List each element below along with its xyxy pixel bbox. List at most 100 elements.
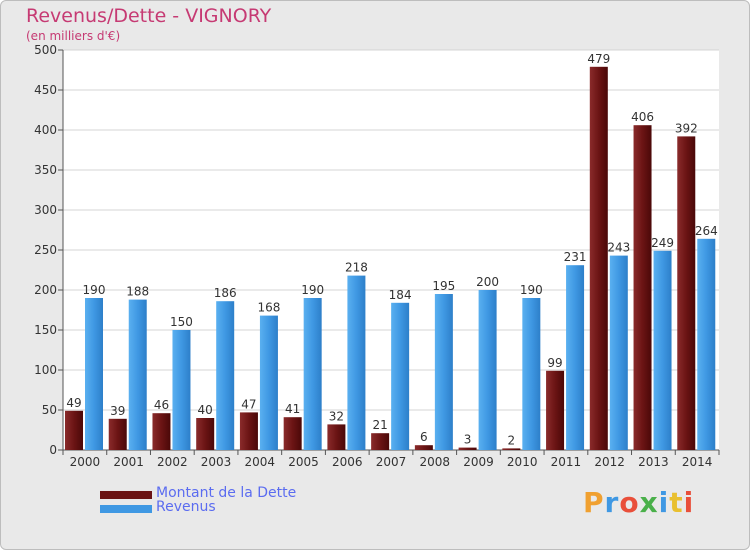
bar-dette — [502, 448, 521, 450]
y-tick-label: 100 — [34, 363, 57, 377]
data-label-revenus: 188 — [126, 285, 149, 299]
y-tick-label: 150 — [34, 323, 57, 337]
x-tick-label: 2006 — [332, 455, 363, 469]
bar-revenus — [259, 315, 278, 450]
chart-title: Revenus/Dette - VIGNORY — [26, 5, 272, 27]
data-label-dette: 41 — [285, 402, 300, 416]
gridlines — [63, 49, 719, 451]
data-label-revenus: 243 — [607, 241, 630, 255]
logo-letter: i — [683, 486, 695, 519]
bar-dette — [283, 417, 302, 450]
data-label-dette: 21 — [372, 418, 387, 432]
bar-dette — [65, 410, 83, 450]
y-tick-label: 350 — [34, 163, 57, 177]
bar-dette — [633, 125, 652, 450]
bar-dette — [589, 66, 608, 451]
bar-dette — [196, 418, 215, 450]
y-tick-label: 250 — [34, 243, 57, 257]
data-label-revenus: 195 — [432, 279, 455, 293]
data-label-dette: 32 — [329, 409, 344, 423]
x-tick-label: 2005 — [288, 455, 319, 469]
bar-dette — [371, 433, 390, 450]
data-label-revenus: 186 — [214, 286, 237, 300]
x-tick-label: 2012 — [594, 455, 625, 469]
data-label-dette: 99 — [547, 356, 562, 370]
data-label-dette: 406 — [631, 110, 654, 124]
data-label-revenus: 218 — [345, 261, 368, 275]
bar-revenus — [85, 298, 103, 450]
data-label-dette: 6 — [420, 430, 428, 444]
x-tick-label: 2010 — [507, 455, 538, 469]
chart-subtitle: (en milliers d'€) — [26, 29, 121, 43]
bar-dette — [546, 370, 565, 450]
x-tick-label: 2008 — [419, 455, 450, 469]
legend-label-dette: Montant de la Dette — [156, 485, 297, 501]
data-label-revenus: 190 — [520, 283, 543, 297]
bar-dette — [458, 447, 477, 450]
bar-revenus — [653, 250, 672, 450]
bar-dette — [677, 136, 696, 450]
bar-revenus — [566, 265, 585, 450]
data-label-revenus: 190 — [83, 283, 106, 297]
bar-dette — [239, 412, 258, 450]
data-label-dette: 392 — [675, 121, 698, 135]
y-tick-label: 450 — [34, 83, 57, 97]
x-tick-label: 2011 — [551, 455, 582, 469]
x-tick-label: 2001 — [113, 455, 144, 469]
x-tick-label: 2003 — [201, 455, 232, 469]
bar-revenus — [303, 298, 322, 450]
data-label-dette: 3 — [464, 433, 472, 447]
bar-revenus — [697, 238, 716, 450]
data-label-revenus: 249 — [651, 236, 674, 250]
data-label-dette: 479 — [587, 52, 610, 66]
x-tick-label: 2007 — [376, 455, 407, 469]
bar-dette — [152, 413, 171, 450]
data-label-revenus: 231 — [564, 250, 587, 264]
legend-swatch-revenus — [100, 505, 152, 513]
logo-letter: i — [658, 486, 670, 519]
bar-revenus — [522, 298, 541, 450]
x-tick-label: 2004 — [245, 455, 276, 469]
bar-revenus — [478, 290, 497, 450]
data-label-dette: 47 — [241, 397, 256, 411]
bar-revenus — [216, 301, 235, 450]
axes: 0 50 100 150 200 250 300 350 400 450 500 2000 2001 20… — [34, 43, 720, 469]
y-tick-label: 50 — [42, 403, 57, 417]
data-label-dette: 2 — [508, 433, 516, 447]
bar-revenus — [609, 255, 628, 450]
data-labels: 4919039188461504018647168411903221821184… — [66, 52, 717, 448]
bar-revenus — [128, 299, 147, 450]
x-tick-label: 2002 — [157, 455, 188, 469]
proxiti-logo: Proxiti — [583, 486, 694, 519]
bar-revenus — [434, 294, 453, 450]
y-tick-label: 200 — [34, 283, 57, 297]
data-label-revenus: 264 — [695, 224, 718, 238]
y-tick-label: 300 — [34, 203, 57, 217]
logo-letter: t — [669, 486, 684, 519]
logo-letter: P — [583, 486, 605, 519]
x-tick-label: 2013 — [638, 455, 669, 469]
data-label-dette: 40 — [198, 403, 213, 417]
data-label-dette: 39 — [110, 404, 125, 418]
bar-dette — [108, 418, 127, 450]
bar-revenus — [347, 275, 366, 450]
legend-swatch-dette — [100, 491, 152, 499]
bar-revenus — [391, 302, 410, 450]
y-tick-label: 0 — [49, 443, 57, 457]
x-tick-label: 2014 — [682, 455, 713, 469]
bars — [65, 66, 716, 451]
bar-dette — [414, 445, 433, 450]
data-label-revenus: 190 — [301, 283, 324, 297]
data-label-dette: 46 — [154, 398, 169, 412]
data-label-revenus: 200 — [476, 275, 499, 289]
legend-label-revenus: Revenus — [156, 499, 216, 515]
x-tick-label: 2000 — [70, 455, 101, 469]
bar-dette — [327, 424, 346, 450]
logo-letter: r — [604, 486, 620, 519]
bar-revenus — [172, 330, 191, 450]
y-tick-label: 500 — [34, 43, 57, 57]
y-tick-label: 400 — [34, 123, 57, 137]
data-label-revenus: 168 — [257, 301, 280, 315]
data-label-revenus: 150 — [170, 315, 193, 329]
